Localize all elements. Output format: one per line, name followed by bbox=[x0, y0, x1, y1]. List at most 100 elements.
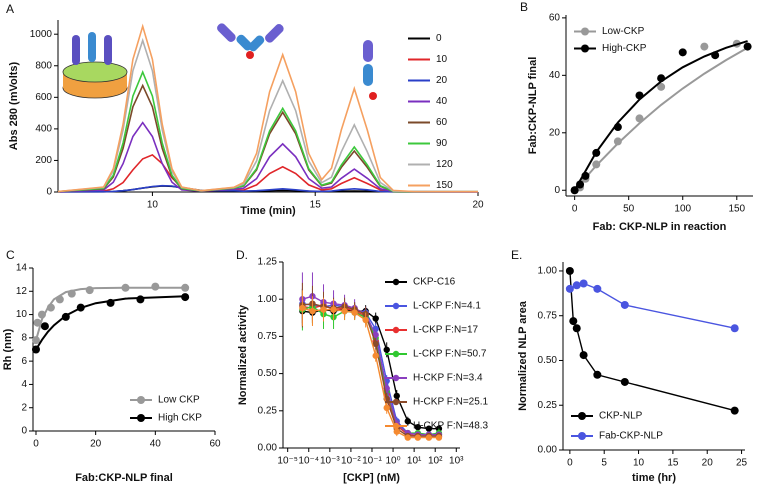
data-point bbox=[572, 324, 581, 333]
data-point bbox=[592, 160, 601, 169]
data-point bbox=[569, 317, 578, 326]
series-line bbox=[57, 153, 478, 193]
data-point bbox=[106, 298, 115, 307]
data-point bbox=[593, 284, 602, 293]
y-tick-label: 0.00 bbox=[538, 445, 558, 456]
x-tick-label: 10⁻¹ bbox=[362, 456, 382, 467]
y-tick-label: 800 bbox=[35, 60, 52, 71]
panel: C 0 2 4 6 8 10 12 14 0 20 40 60 Fab:CKP-NLP final Rh (… bbox=[2, 248, 221, 484]
x-axis-title: Time (min) bbox=[240, 205, 296, 217]
y-tick-label: 4 bbox=[21, 379, 27, 390]
data-point bbox=[635, 114, 644, 123]
y-axis-title: Fab:CKP-NLP final bbox=[527, 57, 539, 155]
panel-label: D. bbox=[236, 248, 248, 262]
x-tick-label: 15 bbox=[667, 458, 679, 469]
data-point bbox=[414, 434, 422, 441]
data-point bbox=[657, 74, 666, 83]
x-tick-label: 10⁻³ bbox=[320, 456, 340, 467]
data-point bbox=[136, 295, 145, 304]
data-point bbox=[151, 282, 160, 291]
x-tick-label: 40 bbox=[150, 439, 162, 450]
y-tick-label: 1.25 bbox=[258, 257, 278, 268]
y-tick-label: 2 bbox=[21, 402, 27, 413]
x-tick-label: 10⁻⁵ bbox=[277, 456, 298, 467]
data-point bbox=[565, 284, 574, 293]
y-tick-label: 12 bbox=[16, 286, 28, 297]
legend-label: Low-CKP bbox=[602, 26, 645, 37]
data-point bbox=[700, 42, 709, 51]
fab-icon bbox=[217, 23, 284, 59]
data-point bbox=[37, 310, 46, 319]
x-tick-label: 10⁻² bbox=[341, 456, 361, 467]
legend-marker bbox=[392, 374, 400, 382]
y-tick-label: 20 bbox=[549, 127, 561, 138]
data-point bbox=[579, 351, 588, 360]
y-tick-label: 0.25 bbox=[538, 400, 558, 411]
legend-label: CKP-NLP bbox=[599, 411, 643, 422]
legend-marker bbox=[392, 398, 400, 406]
legend-marker bbox=[581, 44, 589, 53]
x-tick-label: 10 bbox=[633, 458, 645, 469]
data-point bbox=[711, 51, 720, 60]
y-tick-label: 0 bbox=[46, 187, 52, 198]
y-tick-label: 1.00 bbox=[538, 266, 558, 277]
data-point bbox=[613, 123, 622, 132]
data-point bbox=[76, 303, 85, 312]
data-point bbox=[40, 322, 49, 331]
legend-label: 0 bbox=[436, 33, 442, 44]
panel: E. 0.00 0.25 0.50 0.75 1.00 0 5 10 15 20 25 time (hr… bbox=[511, 248, 748, 484]
data-point bbox=[635, 91, 644, 100]
data-point bbox=[299, 304, 306, 312]
legend-label: 10 bbox=[436, 54, 448, 65]
legend-label: 120 bbox=[436, 159, 453, 170]
data-point bbox=[435, 434, 443, 441]
y-tick-label: 14 bbox=[16, 263, 28, 274]
data-point bbox=[404, 434, 411, 441]
y-axis-title: Normalized activity bbox=[237, 304, 249, 405]
data-point bbox=[592, 148, 601, 157]
legend-label: 20 bbox=[436, 75, 448, 86]
x-tick-label: 0 bbox=[572, 204, 578, 215]
legend-marker bbox=[392, 302, 400, 310]
data-point bbox=[743, 42, 752, 51]
y-tick-label: 0.75 bbox=[538, 310, 558, 321]
legend-label: 150 bbox=[436, 180, 453, 191]
y-tick-label: 200 bbox=[35, 155, 52, 166]
y-axis-title: Normalized NLP area bbox=[517, 300, 529, 411]
y-tick-label: 400 bbox=[35, 124, 52, 135]
series-line bbox=[57, 23, 479, 193]
x-tick-label: 10¹ bbox=[407, 456, 422, 467]
data-point bbox=[620, 377, 629, 386]
x-tick-label: 10³ bbox=[449, 456, 464, 467]
x-tick-label: 20 bbox=[702, 458, 714, 469]
data-point bbox=[576, 180, 585, 189]
x-axis-title: Fab: CKP-NLP in reaction bbox=[593, 221, 727, 233]
panel-label: C bbox=[6, 248, 15, 262]
legend-label: H-CKP F:N=48.3 bbox=[413, 421, 489, 432]
fit-curve bbox=[35, 286, 186, 341]
data-point bbox=[46, 303, 55, 312]
x-tick-label: 150 bbox=[728, 204, 745, 215]
data-point bbox=[67, 289, 76, 298]
legend-label: L-CKP F:N=50.7 bbox=[413, 349, 487, 360]
y-tick-label: 10 bbox=[16, 309, 28, 320]
legend-label: High CKP bbox=[158, 413, 202, 424]
x-tick-label: 50 bbox=[623, 204, 635, 215]
legend-label: 60 bbox=[436, 117, 448, 128]
panel-label: B bbox=[520, 0, 528, 14]
x-tick-label: 10⁻⁴ bbox=[298, 456, 319, 467]
data-point bbox=[613, 137, 622, 146]
legend-label: 40 bbox=[436, 96, 448, 107]
data-point bbox=[730, 406, 739, 415]
data-point bbox=[393, 428, 400, 435]
panel-label: A bbox=[6, 2, 14, 16]
data-point bbox=[425, 425, 433, 432]
y-tick-label: 8 bbox=[21, 332, 27, 343]
data-point bbox=[31, 336, 40, 345]
legend-marker bbox=[392, 350, 400, 358]
y-tick-label: 600 bbox=[35, 92, 52, 103]
x-axis-title: [CKP] (nM) bbox=[343, 472, 400, 484]
